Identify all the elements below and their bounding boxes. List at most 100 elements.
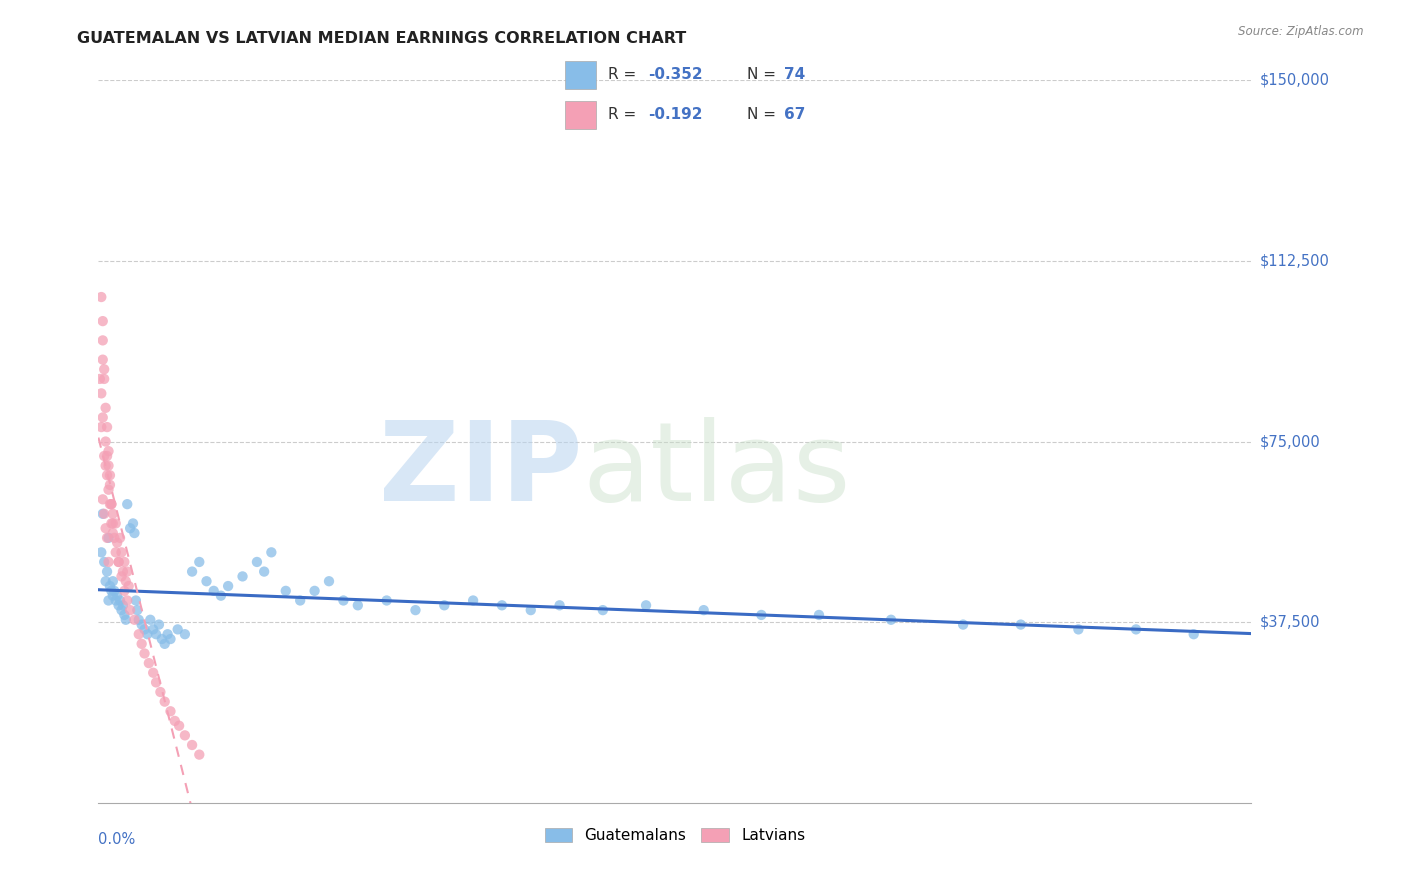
- Point: [101, 589, 124, 603]
- Point: [111, 599, 134, 613]
- Point: [117, 565, 139, 579]
- Point: [90, 290, 112, 304]
- Point: [105, 535, 128, 549]
- Point: [952, 617, 974, 632]
- Text: GUATEMALAN VS LATVIAN MEDIAN EARNINGS CORRELATION CHART: GUATEMALAN VS LATVIAN MEDIAN EARNINGS CO…: [77, 31, 686, 46]
- Point: [100, 583, 122, 598]
- Point: [246, 555, 269, 569]
- Point: [96, 449, 118, 463]
- Point: [103, 531, 125, 545]
- Point: [96, 531, 118, 545]
- Point: [91, 314, 114, 328]
- Point: [98, 579, 121, 593]
- Point: [148, 617, 170, 632]
- Point: [91, 492, 114, 507]
- Point: [520, 603, 543, 617]
- Point: [156, 627, 179, 641]
- Point: [90, 545, 112, 559]
- Point: [274, 583, 297, 598]
- Point: [231, 569, 254, 583]
- Point: [108, 593, 131, 607]
- Text: R =: R =: [607, 67, 641, 81]
- Point: [153, 695, 176, 709]
- Point: [159, 704, 181, 718]
- Point: [131, 637, 153, 651]
- Point: [100, 497, 122, 511]
- Point: [693, 603, 716, 617]
- Point: [97, 444, 120, 458]
- Text: Source: ZipAtlas.com: Source: ZipAtlas.com: [1239, 25, 1364, 38]
- Point: [107, 555, 129, 569]
- Point: [112, 583, 135, 598]
- Point: [114, 574, 136, 589]
- Point: [98, 497, 121, 511]
- Text: -0.192: -0.192: [648, 107, 703, 121]
- Point: [134, 623, 156, 637]
- Point: [94, 574, 117, 589]
- Point: [145, 675, 167, 690]
- Point: [174, 627, 197, 641]
- Point: [174, 728, 197, 742]
- Point: [318, 574, 340, 589]
- Point: [97, 483, 120, 497]
- Point: [93, 555, 115, 569]
- Text: N =: N =: [747, 107, 780, 121]
- Point: [636, 599, 658, 613]
- Text: $75,000: $75,000: [1260, 434, 1320, 449]
- Point: [122, 516, 145, 531]
- Point: [112, 607, 135, 622]
- Point: [96, 420, 118, 434]
- Text: 0.0%: 0.0%: [98, 831, 135, 847]
- Point: [290, 593, 312, 607]
- Text: 67: 67: [785, 107, 806, 121]
- Point: [153, 637, 176, 651]
- Point: [134, 647, 156, 661]
- Point: [117, 593, 139, 607]
- Point: [346, 599, 368, 613]
- Point: [96, 565, 118, 579]
- Point: [97, 458, 120, 473]
- Point: [98, 468, 121, 483]
- Point: [433, 599, 456, 613]
- Point: [110, 545, 132, 559]
- Text: N =: N =: [747, 67, 780, 81]
- Point: [97, 555, 120, 569]
- Point: [101, 516, 124, 531]
- Point: [209, 589, 232, 603]
- Point: [461, 593, 484, 607]
- Point: [136, 627, 159, 641]
- Point: [108, 531, 131, 545]
- Text: $37,500: $37,500: [1260, 615, 1320, 630]
- Point: [138, 656, 160, 670]
- Point: [808, 607, 831, 622]
- Text: $112,500: $112,500: [1260, 253, 1330, 268]
- Point: [304, 583, 326, 598]
- Point: [91, 507, 114, 521]
- Point: [94, 401, 117, 415]
- Point: [107, 599, 129, 613]
- Point: [104, 516, 127, 531]
- Point: [751, 607, 773, 622]
- Point: [128, 627, 150, 641]
- Text: R =: R =: [607, 107, 641, 121]
- Legend: Guatemalans, Latvians: Guatemalans, Latvians: [538, 822, 811, 849]
- Point: [91, 352, 114, 367]
- Point: [548, 599, 571, 613]
- Point: [332, 593, 354, 607]
- Point: [103, 583, 125, 598]
- Point: [120, 521, 142, 535]
- Point: [592, 603, 614, 617]
- Point: [93, 449, 115, 463]
- Point: [188, 747, 211, 762]
- Point: [94, 458, 117, 473]
- Point: [188, 555, 211, 569]
- Point: [93, 372, 115, 386]
- Point: [93, 507, 115, 521]
- Point: [149, 685, 172, 699]
- Point: [101, 574, 124, 589]
- Point: [91, 410, 114, 425]
- Point: [139, 613, 162, 627]
- Point: [110, 569, 132, 583]
- Point: [89, 372, 111, 386]
- Point: [1182, 627, 1205, 641]
